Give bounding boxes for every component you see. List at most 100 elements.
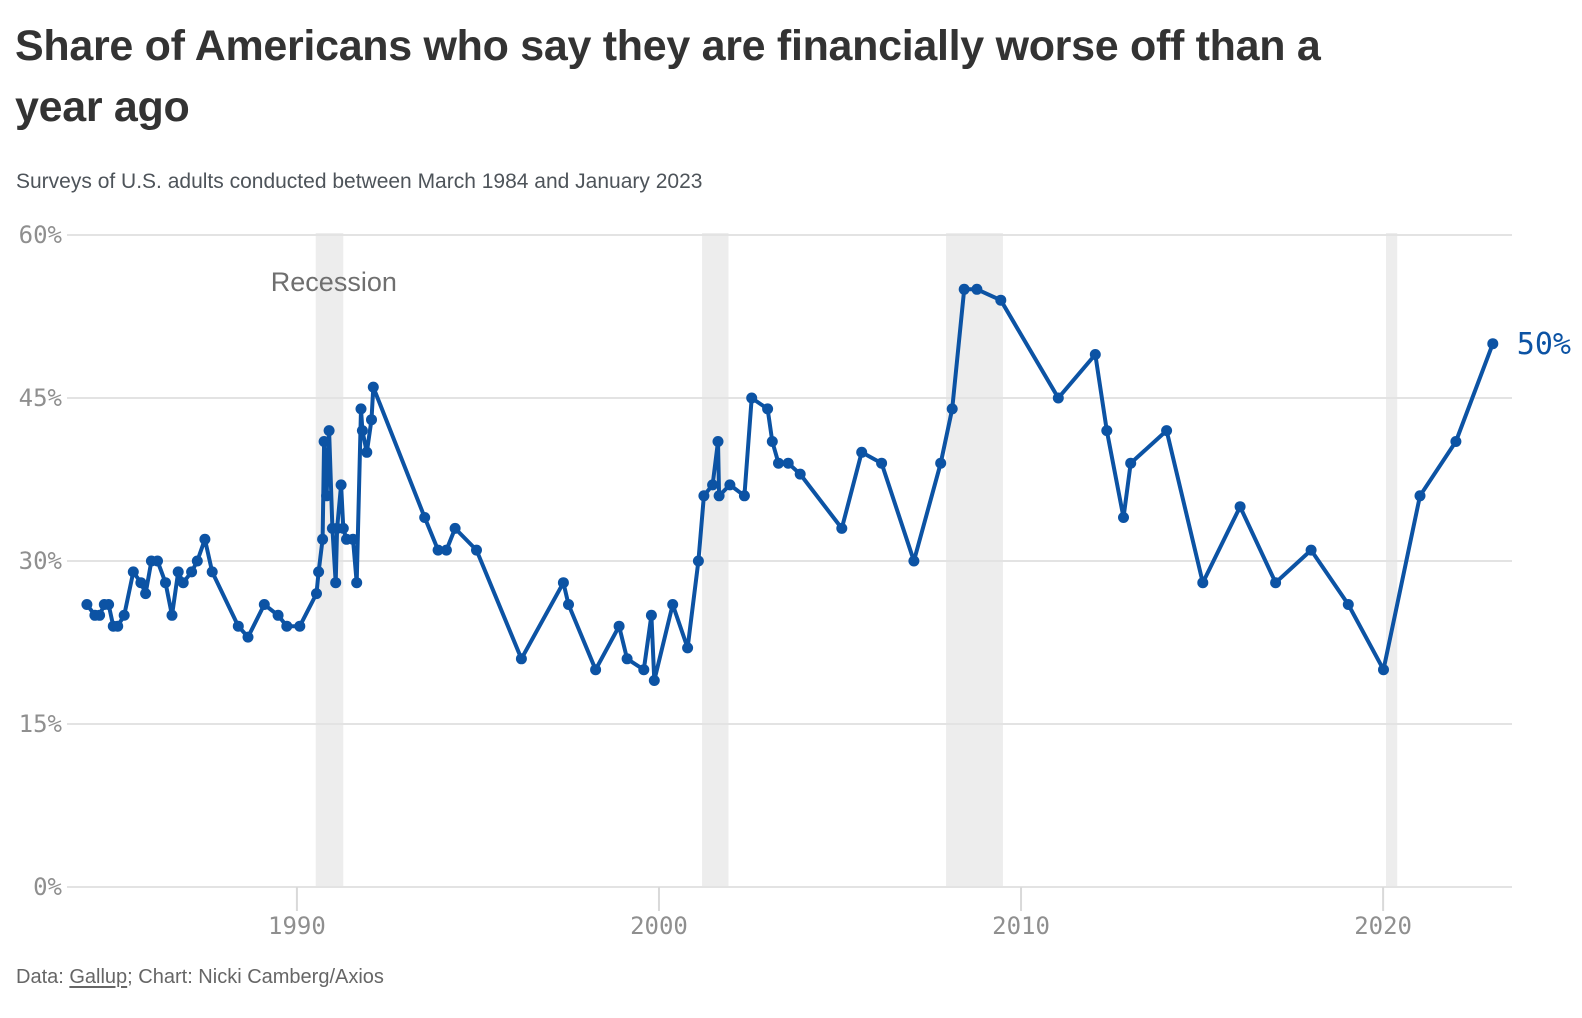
data-point bbox=[995, 294, 1007, 306]
data-point bbox=[317, 533, 329, 545]
data-point bbox=[645, 609, 657, 621]
data-point bbox=[613, 620, 625, 632]
data-point bbox=[118, 609, 130, 621]
data-point bbox=[232, 620, 244, 632]
data-point bbox=[1487, 338, 1499, 350]
data-point bbox=[794, 468, 806, 480]
data-point bbox=[738, 490, 750, 502]
data-point bbox=[258, 599, 270, 610]
data-point bbox=[1378, 664, 1389, 676]
data-point bbox=[356, 425, 368, 437]
data-point bbox=[367, 381, 379, 393]
data-point bbox=[648, 675, 660, 686]
data-point bbox=[1342, 599, 1354, 610]
data-point bbox=[281, 620, 293, 632]
footer-source-link[interactable]: Gallup bbox=[69, 966, 128, 988]
data-point bbox=[351, 577, 363, 589]
data-point bbox=[318, 436, 330, 447]
data-point bbox=[1089, 349, 1101, 360]
data-point bbox=[449, 522, 461, 534]
page-title: Share of Americans who say they are fina… bbox=[15, 16, 1555, 138]
data-point bbox=[935, 457, 947, 469]
data-point bbox=[172, 566, 184, 578]
data-point bbox=[191, 555, 203, 567]
data-point bbox=[621, 653, 633, 665]
data-point bbox=[127, 566, 139, 578]
footer-chart-credit: ; Chart: Nicki Camberg/Axios bbox=[127, 966, 384, 988]
data-point bbox=[766, 436, 778, 447]
data-point bbox=[713, 490, 725, 502]
data-point bbox=[1270, 577, 1282, 589]
data-point bbox=[366, 414, 377, 426]
y-axis-tick-label: 45% bbox=[19, 384, 63, 412]
data-point bbox=[272, 609, 284, 621]
data-point bbox=[698, 490, 710, 502]
page-title-line-2: year ago bbox=[15, 83, 190, 131]
data-point bbox=[746, 392, 758, 404]
data-point bbox=[724, 479, 736, 491]
data-point bbox=[355, 403, 367, 415]
data-point bbox=[782, 457, 794, 469]
data-point bbox=[682, 642, 694, 654]
data-point bbox=[199, 533, 211, 545]
data-point bbox=[177, 577, 189, 589]
data-point bbox=[440, 544, 452, 556]
x-axis-tick-label: 2020 bbox=[1354, 912, 1412, 940]
footer-credit: Data: Gallup; Chart: Nicki Camberg/Axios bbox=[16, 966, 384, 989]
data-point bbox=[313, 566, 325, 578]
data-point bbox=[638, 664, 650, 676]
data-point bbox=[321, 490, 333, 502]
data-point bbox=[971, 283, 983, 295]
data-point bbox=[707, 479, 719, 491]
data-point bbox=[667, 599, 679, 610]
data-point bbox=[856, 446, 868, 458]
data-point bbox=[1161, 425, 1173, 437]
data-point bbox=[335, 479, 347, 491]
y-axis-tick-label: 15% bbox=[19, 710, 63, 738]
data-point bbox=[94, 609, 106, 621]
data-point bbox=[242, 631, 254, 643]
x-axis-tick-label: 2000 bbox=[630, 912, 688, 940]
data-point bbox=[762, 403, 774, 415]
y-gridlines: 0% 15% 30% 45% 60% bbox=[19, 221, 1512, 901]
data-point bbox=[692, 555, 704, 567]
page-title-line-1: Share of Americans who say they are fina… bbox=[15, 22, 1321, 70]
data-point bbox=[876, 457, 888, 469]
y-axis-tick-label: 0% bbox=[33, 873, 62, 901]
recession-annotation: Recession bbox=[271, 267, 397, 297]
data-point bbox=[337, 522, 349, 534]
data-point bbox=[140, 588, 152, 600]
data-point bbox=[152, 555, 163, 567]
data-point bbox=[347, 533, 359, 545]
data-point bbox=[1101, 425, 1113, 437]
data-point bbox=[160, 577, 171, 589]
data-point bbox=[471, 544, 482, 556]
data-point bbox=[81, 599, 93, 610]
data-point bbox=[419, 512, 431, 523]
data-point bbox=[1414, 490, 1426, 502]
chart-subtitle: Surveys of U.S. adults conducted between… bbox=[16, 170, 703, 193]
data-point bbox=[515, 653, 527, 665]
data-point bbox=[1234, 501, 1246, 513]
data-point bbox=[103, 599, 115, 610]
data-point bbox=[432, 544, 444, 556]
data-point bbox=[361, 446, 373, 458]
y-axis-tick-label: 30% bbox=[19, 547, 63, 575]
data-point bbox=[946, 403, 958, 415]
data-point bbox=[1118, 512, 1129, 523]
data-point bbox=[958, 283, 970, 295]
data-point bbox=[1197, 577, 1209, 589]
data-point bbox=[311, 588, 322, 600]
x-axis-ticks: 1990 2000 2010 2020 bbox=[268, 887, 1412, 940]
end-value-label: 50% bbox=[1517, 327, 1571, 362]
x-axis-tick-label: 2010 bbox=[992, 912, 1050, 940]
x-axis-tick-label: 1990 bbox=[268, 912, 326, 940]
data-point bbox=[557, 577, 569, 589]
series-worse-off bbox=[81, 283, 1499, 686]
data-point bbox=[186, 566, 198, 578]
data-point bbox=[1052, 392, 1064, 404]
data-point bbox=[590, 664, 602, 676]
data-point bbox=[294, 620, 306, 632]
